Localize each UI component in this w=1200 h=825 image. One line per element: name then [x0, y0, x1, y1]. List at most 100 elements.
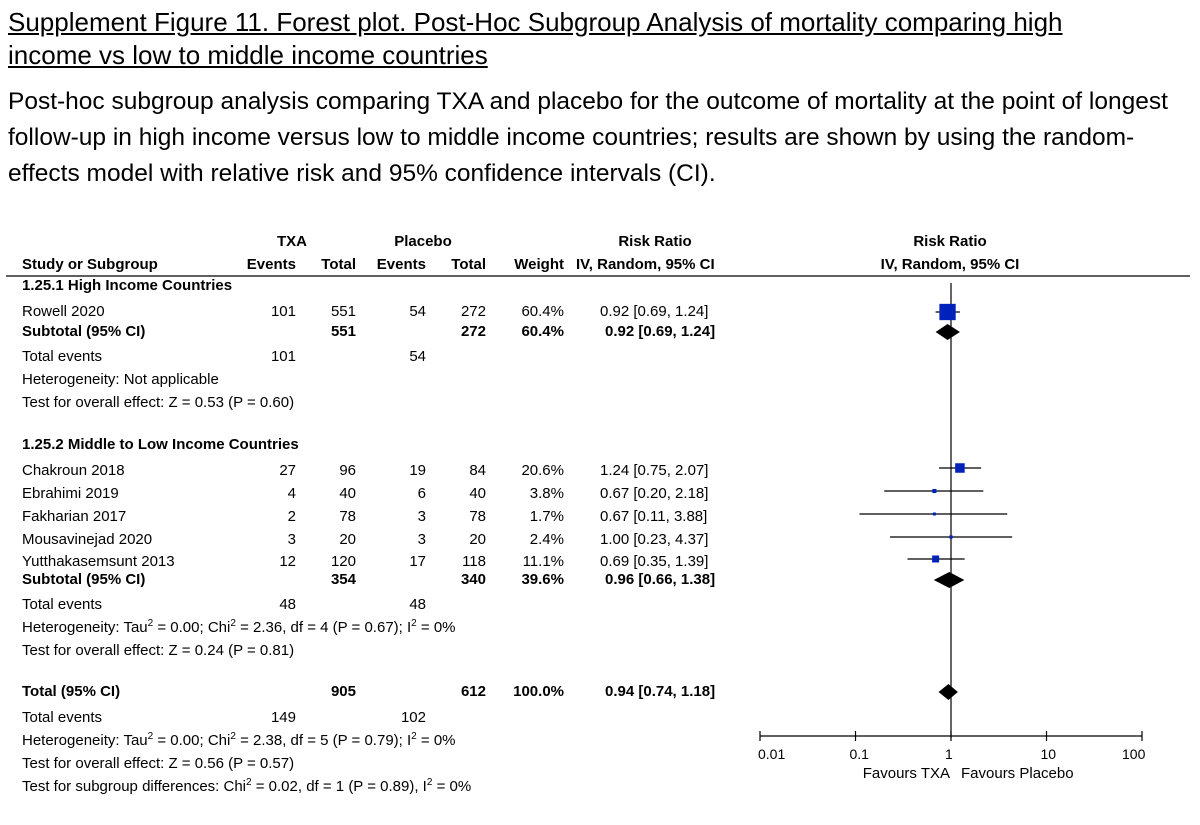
- risk-ratio-ci: 1.24 [0.75, 2.07]: [600, 462, 709, 479]
- group-title-middle-low-income: 1.25.2 Middle to Low Income Countries: [22, 436, 299, 453]
- axis-tick-label: 1: [945, 746, 953, 762]
- subtotal-placebo-total: 340: [460, 571, 486, 588]
- total-weight: 100.0%: [513, 683, 564, 700]
- header-risk-ratio-plot: Risk Ratio: [913, 233, 987, 250]
- study-name: Yutthakasemsunt 2013: [22, 553, 175, 570]
- study-name: Ebrahimi 2019: [22, 485, 119, 502]
- txa-events: 2: [287, 508, 296, 525]
- txa-events: 3: [287, 531, 296, 548]
- risk-ratio-ci: 0.67 [0.11, 3.88]: [600, 508, 708, 525]
- total-events-placebo: 48: [409, 596, 426, 613]
- overall-effect-text: Test for overall effect: Z = 0.56 (P = 0…: [22, 755, 295, 772]
- weight: 60.4%: [521, 303, 564, 320]
- subtotal-label: Subtotal (95% CI): [22, 323, 146, 340]
- subtotal-ci: 0.92 [0.69, 1.24]: [605, 323, 716, 340]
- subtotal-weight: 39.6%: [521, 571, 564, 588]
- header-events-txa: Events: [246, 256, 296, 273]
- placebo-total: 20: [469, 531, 486, 548]
- overall-effect-text: Test for overall effect: Z = 0.53 (P = 0…: [22, 394, 295, 411]
- figure-title-line2: income vs low to middle income countries: [8, 40, 488, 70]
- pooled-diamond: [935, 324, 960, 340]
- risk-ratio-ci: 0.69 [0.35, 1.39]: [600, 553, 709, 570]
- axis-tick-label: 10: [1040, 746, 1057, 762]
- header-events-placebo: Events: [376, 256, 426, 273]
- total-label: Total (95% CI): [22, 683, 121, 700]
- header-total-placebo: Total: [451, 256, 486, 273]
- txa-events: 4: [287, 485, 296, 502]
- total-events-label: Total events: [22, 709, 103, 726]
- txa-total: 551: [330, 303, 356, 320]
- total-events-txa: 149: [270, 709, 296, 726]
- study-marker: [932, 555, 940, 563]
- placebo-total: 40: [469, 485, 486, 502]
- figure-title-line1: Supplement Figure 11. Forest plot. Post-…: [8, 7, 1063, 37]
- axis-tick-label: 0.01: [758, 746, 786, 762]
- header-method-plot: IV, Random, 95% CI: [880, 256, 1020, 273]
- total-txa-total: 905: [330, 683, 356, 700]
- study-marker: [949, 535, 953, 539]
- header-placebo: Placebo: [394, 233, 452, 250]
- heterogeneity-text: Heterogeneity: Tau2 = 0.00; Chi2 = 2.36,…: [22, 618, 456, 637]
- placebo-events: 54: [409, 303, 426, 320]
- total-events-txa: 101: [270, 348, 296, 365]
- figure-title: Supplement Figure 11. Forest plot. Post-…: [8, 6, 1193, 72]
- placebo-total: 272: [460, 303, 486, 320]
- figure-description: Post-hoc subgroup analysis comparing TXA…: [8, 88, 1168, 187]
- study-name: Rowell 2020: [22, 303, 105, 320]
- axis-tick-label: 0.1: [849, 746, 869, 762]
- txa-events: 101: [270, 303, 296, 320]
- heterogeneity-text: Heterogeneity: Not applicable: [22, 371, 219, 388]
- weight: 1.7%: [529, 508, 564, 525]
- placebo-events: 6: [417, 485, 426, 502]
- total-events-placebo: 54: [409, 348, 426, 365]
- header-risk-ratio: Risk Ratio: [618, 233, 692, 250]
- weight: 11.1%: [522, 553, 564, 570]
- txa-total: 96: [339, 462, 356, 479]
- forest-plot: [6, 275, 1190, 741]
- txa-events: 27: [279, 462, 296, 479]
- study-marker: [955, 463, 965, 473]
- header-weight: Weight: [514, 256, 564, 273]
- header-total-txa: Total: [321, 256, 356, 273]
- placebo-events: 3: [417, 531, 426, 548]
- study-marker: [932, 488, 937, 494]
- risk-ratio-ci: 0.92 [0.69, 1.24]: [600, 303, 709, 320]
- txa-total: 40: [339, 485, 356, 502]
- pooled-diamond: [933, 572, 965, 588]
- subtotal-label: Subtotal (95% CI): [22, 571, 146, 588]
- forest-plot-table: TXA Placebo Risk Ratio Risk Ratio Study …: [0, 228, 1200, 825]
- txa-total: 120: [330, 553, 356, 570]
- study-name: Fakharian 2017: [22, 508, 127, 525]
- weight: 20.6%: [521, 462, 564, 479]
- header-method: IV, Random, 95% CI: [576, 256, 715, 273]
- total-events-placebo: 102: [400, 709, 426, 726]
- study-name: Chakroun 2018: [22, 462, 125, 479]
- total-events-label: Total events: [22, 596, 103, 613]
- placebo-total: 84: [469, 462, 486, 479]
- study-marker: [939, 303, 956, 321]
- placebo-total: 118: [462, 553, 486, 570]
- subtotal-txa-total: 354: [330, 571, 356, 588]
- subtotal-placebo-total: 272: [460, 323, 486, 340]
- favours-right-label: Favours Placebo: [961, 765, 1074, 782]
- forest-marks: [759, 283, 1143, 741]
- risk-ratio-ci: 1.00 [0.23, 4.37]: [600, 531, 709, 548]
- subtotal-weight: 60.4%: [521, 323, 564, 340]
- subtotal-txa-total: 551: [330, 323, 356, 340]
- favours-left-label: Favours TXA: [862, 765, 950, 782]
- total-ci: 0.94 [0.74, 1.18]: [605, 683, 716, 700]
- txa-total: 20: [339, 531, 356, 548]
- placebo-events: 19: [409, 462, 426, 479]
- weight: 3.8%: [529, 485, 564, 502]
- header-study: Study or Subgroup: [22, 256, 158, 273]
- study-name: Mousavinejad 2020: [22, 531, 153, 548]
- group-title-high-income: 1.25.1 High Income Countries: [22, 277, 233, 294]
- subtotal-ci: 0.96 [0.66, 1.38]: [605, 571, 716, 588]
- total-placebo-total: 612: [460, 683, 486, 700]
- txa-events: 12: [279, 553, 296, 570]
- placebo-events: 17: [409, 553, 426, 570]
- pooled-diamond: [938, 684, 958, 700]
- subgroup-differences-text: Test for subgroup differences: Chi2 = 0.…: [22, 777, 472, 796]
- risk-ratio-ci: 0.67 [0.20, 2.18]: [600, 485, 709, 502]
- total-events-label: Total events: [22, 348, 103, 365]
